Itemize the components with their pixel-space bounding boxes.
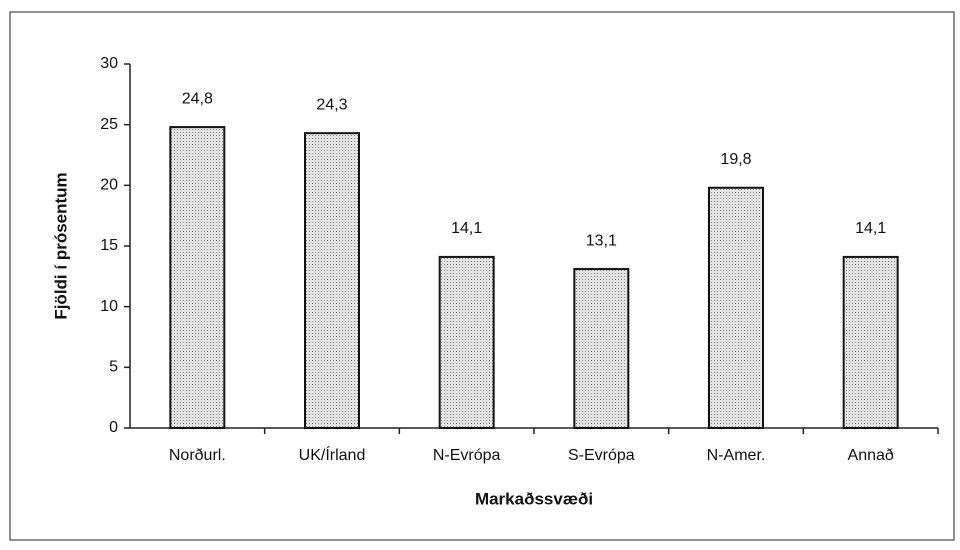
- value-label: 14,1: [855, 220, 886, 237]
- y-tick-label: 10: [100, 298, 118, 315]
- value-label: 24,8: [182, 90, 213, 107]
- x-tick-label: S-Evrópa: [568, 447, 635, 464]
- bar: [573, 268, 630, 430]
- y-tick-label: 15: [100, 237, 118, 254]
- y-tick-label: 30: [100, 55, 118, 72]
- y-axis-label: Fjöldi í prósentum: [51, 172, 70, 319]
- y-tick-label: 25: [100, 116, 118, 133]
- bar: [438, 255, 495, 430]
- frame: [9, 11, 955, 541]
- x-tick-label: N-Evrópa: [433, 447, 501, 464]
- y-tick-label: 5: [109, 359, 118, 376]
- value-label: 19,8: [720, 151, 751, 168]
- y-tick-label: 20: [100, 177, 118, 194]
- bar: [169, 126, 226, 430]
- bar: [842, 255, 899, 430]
- x-axis-label: Markaðssvæði: [475, 489, 593, 508]
- x-tick-label: N-Amer.: [707, 447, 766, 464]
- bar: [304, 132, 360, 429]
- x-tick-label: Norðurl.: [169, 447, 226, 464]
- x-tick-label: Annað: [848, 447, 894, 464]
- bar: [708, 186, 764, 429]
- y-tick-label: 0: [109, 419, 118, 436]
- x-tick-label: UK/Írland: [299, 445, 366, 464]
- value-label: 14,1: [451, 220, 482, 237]
- value-label: 13,1: [586, 232, 617, 249]
- value-label: 24,3: [316, 96, 347, 113]
